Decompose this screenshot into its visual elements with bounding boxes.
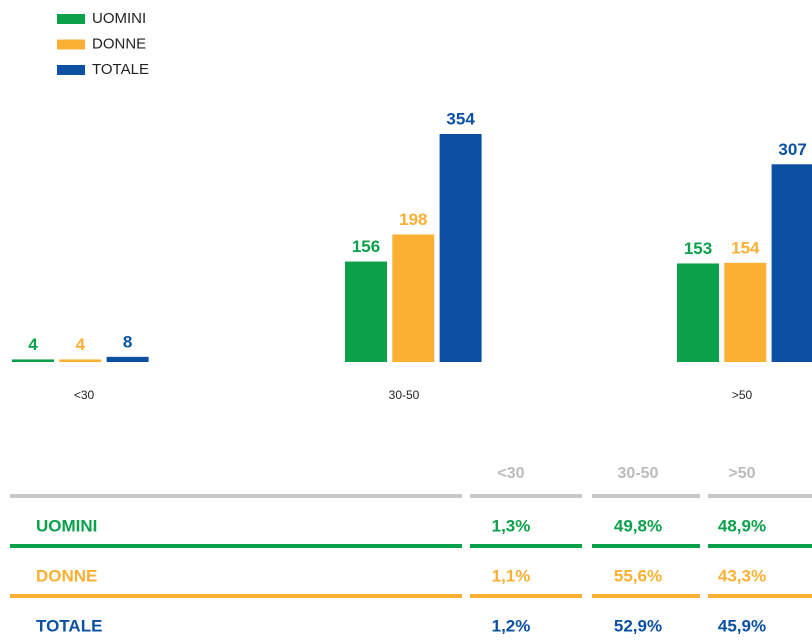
value-label: 156 — [352, 237, 380, 256]
value-label: 354 — [446, 109, 475, 128]
header-rule — [708, 494, 812, 498]
row-rule — [470, 594, 582, 598]
bar — [677, 263, 719, 362]
legend-swatch — [57, 39, 85, 50]
row-rule — [708, 544, 812, 548]
table-header: >50 — [728, 465, 755, 482]
bar — [12, 359, 54, 362]
bar — [392, 234, 435, 362]
row-rule — [708, 594, 812, 598]
header-rule — [470, 494, 582, 498]
table-cell: 43,3% — [718, 566, 766, 585]
table-cell: 55,6% — [614, 566, 662, 585]
value-label: 153 — [684, 239, 712, 258]
value-label: 154 — [731, 238, 760, 257]
row-label: DONNE — [36, 566, 97, 585]
value-label: 8 — [123, 332, 132, 351]
bar — [771, 164, 812, 362]
table-cell: 1,3% — [492, 516, 531, 535]
row-rule — [10, 594, 462, 598]
row-rule — [470, 544, 582, 548]
table-cell: 52,9% — [614, 616, 662, 635]
value-label: 307 — [778, 140, 806, 159]
legend-label: DONNE — [92, 35, 146, 52]
table-header: <30 — [497, 465, 524, 482]
table-cell: 1,1% — [492, 566, 531, 585]
legend-label: UOMINI — [92, 10, 146, 27]
category-label: 30-50 — [389, 388, 420, 402]
bar — [345, 261, 387, 362]
table-header: 30-50 — [618, 465, 659, 482]
table-cell: 1,2% — [492, 616, 531, 635]
value-label: 4 — [76, 335, 86, 354]
legend-swatch — [57, 65, 85, 75]
bar — [106, 356, 149, 362]
header-rule — [592, 494, 700, 498]
row-rule — [592, 594, 700, 598]
value-label: 4 — [28, 335, 38, 354]
row-rule — [10, 544, 462, 548]
legend-swatch — [57, 14, 85, 24]
legend-label: TOTALE — [92, 61, 149, 78]
header-rule — [10, 494, 462, 498]
row-label: TOTALE — [36, 616, 102, 635]
table-cell: 48,9% — [718, 516, 766, 535]
category-label: >50 — [732, 388, 753, 402]
table-cell: 45,9% — [718, 616, 766, 635]
table-cell: 49,8% — [614, 516, 662, 535]
category-label: <30 — [74, 388, 95, 402]
value-label: 198 — [399, 210, 427, 229]
bar — [724, 262, 767, 362]
row-rule — [592, 544, 700, 548]
row-label: UOMINI — [36, 516, 97, 535]
bar — [439, 134, 482, 362]
bar — [59, 359, 102, 362]
